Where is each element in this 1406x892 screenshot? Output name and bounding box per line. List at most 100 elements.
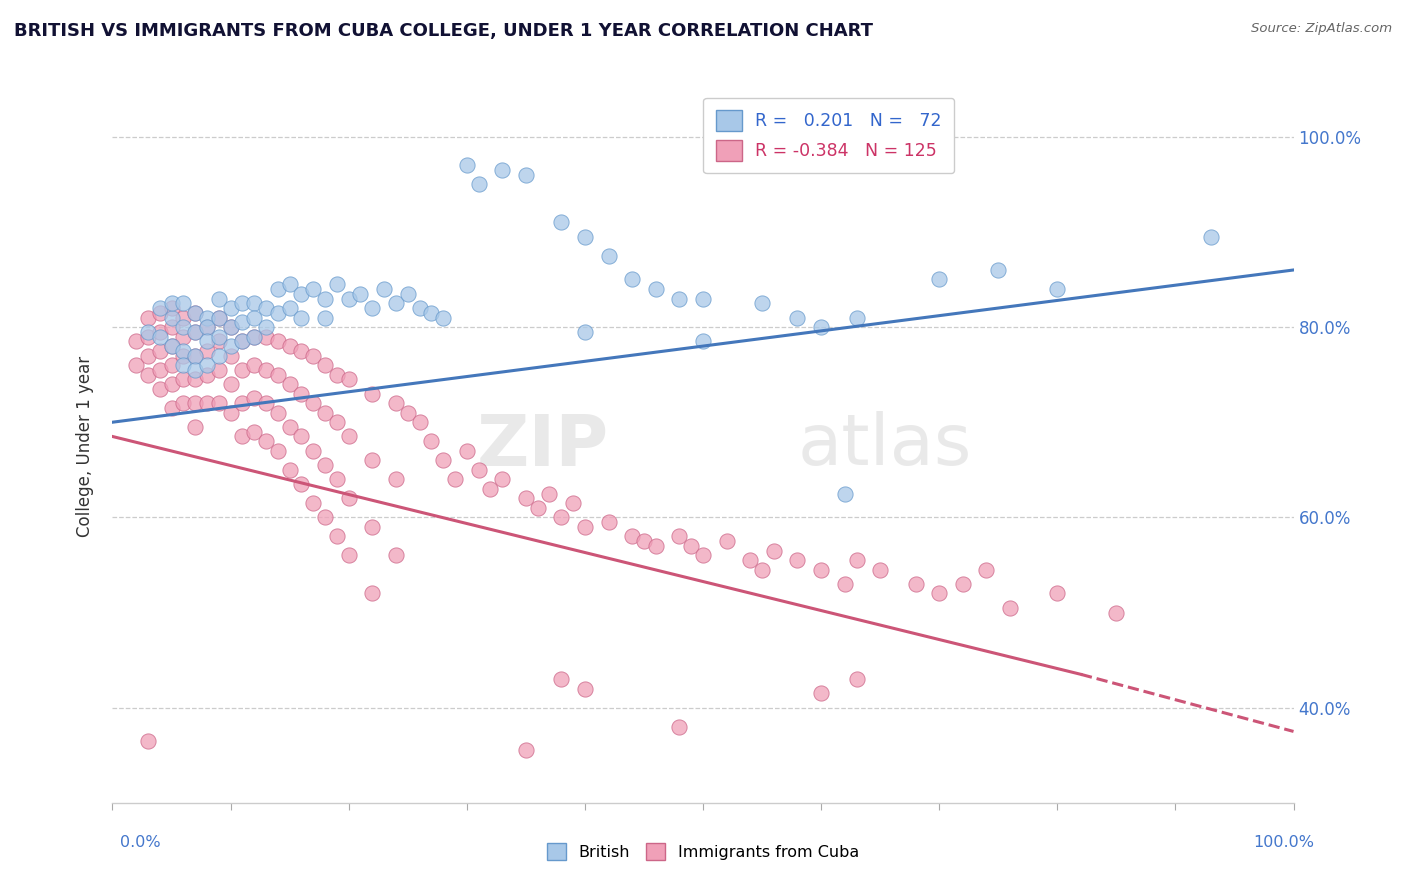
Point — [160, 301, 183, 315]
Point — [314, 310, 336, 325]
Point — [432, 310, 454, 325]
Point — [136, 734, 159, 748]
Point — [243, 425, 266, 439]
Point — [231, 429, 253, 443]
Point — [681, 539, 703, 553]
Point — [184, 363, 207, 377]
Point — [515, 743, 537, 757]
Point — [810, 563, 832, 577]
Point — [160, 339, 183, 353]
Point — [195, 320, 218, 334]
Point — [195, 358, 218, 372]
Point — [928, 586, 950, 600]
Point — [668, 529, 690, 543]
Point — [208, 349, 231, 363]
Point — [314, 510, 336, 524]
Point — [231, 296, 253, 310]
Point — [692, 334, 714, 349]
Point — [184, 325, 207, 339]
Point — [267, 443, 290, 458]
Point — [278, 277, 301, 292]
Point — [326, 368, 349, 382]
Point — [1046, 586, 1069, 600]
Point — [149, 329, 172, 343]
Point — [668, 720, 690, 734]
Point — [385, 296, 408, 310]
Point — [869, 563, 891, 577]
Point — [243, 329, 266, 343]
Point — [184, 306, 207, 320]
Point — [136, 310, 159, 325]
Point — [302, 349, 325, 363]
Point — [337, 429, 360, 443]
Point — [598, 249, 620, 263]
Point — [254, 434, 277, 449]
Point — [172, 343, 194, 358]
Point — [219, 301, 242, 315]
Point — [550, 672, 572, 686]
Point — [314, 458, 336, 472]
Point — [574, 520, 596, 534]
Point — [136, 329, 159, 343]
Point — [290, 386, 312, 401]
Point — [349, 286, 371, 301]
Point — [243, 358, 266, 372]
Point — [184, 396, 207, 410]
Point — [1199, 229, 1222, 244]
Point — [231, 396, 253, 410]
Y-axis label: College, Under 1 year: College, Under 1 year — [76, 355, 94, 537]
Point — [385, 549, 408, 563]
Point — [160, 377, 183, 392]
Point — [845, 672, 868, 686]
Point — [562, 496, 585, 510]
Point — [290, 477, 312, 491]
Point — [184, 325, 207, 339]
Point — [267, 368, 290, 382]
Point — [172, 296, 194, 310]
Point — [254, 396, 277, 410]
Point — [231, 334, 253, 349]
Point — [208, 310, 231, 325]
Point — [326, 415, 349, 429]
Point — [160, 339, 183, 353]
Point — [302, 282, 325, 296]
Point — [184, 349, 207, 363]
Text: ZIP: ZIP — [477, 411, 609, 481]
Point — [621, 529, 644, 543]
Point — [976, 563, 998, 577]
Point — [491, 472, 513, 486]
Point — [254, 363, 277, 377]
Point — [267, 306, 290, 320]
Point — [231, 363, 253, 377]
Point — [160, 401, 183, 415]
Point — [160, 320, 183, 334]
Point — [1046, 282, 1069, 296]
Point — [243, 310, 266, 325]
Point — [904, 577, 927, 591]
Point — [195, 343, 218, 358]
Point — [326, 529, 349, 543]
Point — [243, 329, 266, 343]
Point — [290, 429, 312, 443]
Text: atlas: atlas — [797, 411, 972, 481]
Point — [692, 292, 714, 306]
Point — [526, 500, 548, 515]
Point — [633, 534, 655, 549]
Point — [172, 349, 194, 363]
Point — [278, 420, 301, 434]
Point — [219, 339, 242, 353]
Point — [515, 168, 537, 182]
Point — [172, 358, 194, 372]
Point — [290, 310, 312, 325]
Point — [254, 320, 277, 334]
Point — [195, 396, 218, 410]
Point — [810, 686, 832, 700]
Point — [160, 358, 183, 372]
Point — [208, 292, 231, 306]
Point — [834, 577, 856, 591]
Point — [149, 382, 172, 396]
Point — [644, 539, 666, 553]
Point — [136, 325, 159, 339]
Point — [479, 482, 502, 496]
Point — [184, 372, 207, 386]
